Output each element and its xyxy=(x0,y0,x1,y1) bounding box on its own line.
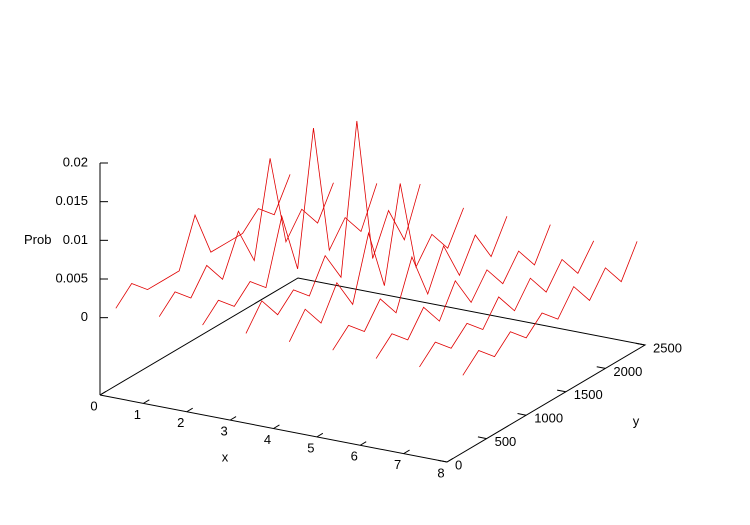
y-tick xyxy=(517,413,527,416)
series-line xyxy=(419,240,595,368)
x-tick-label: 8 xyxy=(437,465,444,480)
x-tick-label: 7 xyxy=(394,457,401,472)
y-tick-label: 2000 xyxy=(613,364,642,379)
x-tick-label: 0 xyxy=(90,398,97,413)
y-tick-label: 500 xyxy=(495,434,517,449)
y-tick xyxy=(636,342,646,346)
y-tick-label: 1000 xyxy=(534,411,563,426)
series-line xyxy=(332,216,508,351)
z-tick-label: 0.02 xyxy=(63,154,88,169)
y-tick-label: 0 xyxy=(455,457,462,472)
x-axis-label: x xyxy=(222,449,229,464)
x-tick-label: 4 xyxy=(264,432,271,447)
z-tick-label: 0.01 xyxy=(63,232,88,247)
z-tick-label: 0.005 xyxy=(55,270,88,285)
x-tick-label: 2 xyxy=(177,415,184,430)
x-tick xyxy=(229,416,237,421)
x-tick xyxy=(316,432,324,438)
x-tick xyxy=(99,391,107,396)
series-line xyxy=(288,183,464,342)
z-tick-label: 0.015 xyxy=(55,193,88,208)
series-line xyxy=(245,120,421,334)
series-line xyxy=(202,128,378,326)
y-tick xyxy=(477,436,487,440)
x-tick xyxy=(359,441,367,446)
x-tick-label: 6 xyxy=(351,449,358,464)
z-axis-label: Prob xyxy=(24,232,51,247)
y-tick xyxy=(596,366,606,369)
y-tick xyxy=(438,459,448,463)
x-tick xyxy=(186,407,193,413)
y-tick xyxy=(557,389,566,393)
x-tick xyxy=(143,399,150,404)
y-tick-label: 2500 xyxy=(653,340,682,355)
x-tick xyxy=(446,458,454,463)
x-tick-label: 3 xyxy=(221,424,228,439)
series-line xyxy=(375,224,551,359)
series-line xyxy=(115,174,291,309)
y-tick-label: 1500 xyxy=(574,387,603,402)
x-tick-label: 5 xyxy=(307,440,314,455)
floor-box xyxy=(99,277,647,463)
series-line xyxy=(462,241,638,376)
x-tick xyxy=(403,449,410,455)
y-axis-label: y xyxy=(633,413,640,428)
z-tick-label: 0 xyxy=(81,309,88,324)
x-tick-label: 1 xyxy=(134,407,141,422)
x-tick xyxy=(273,424,280,429)
